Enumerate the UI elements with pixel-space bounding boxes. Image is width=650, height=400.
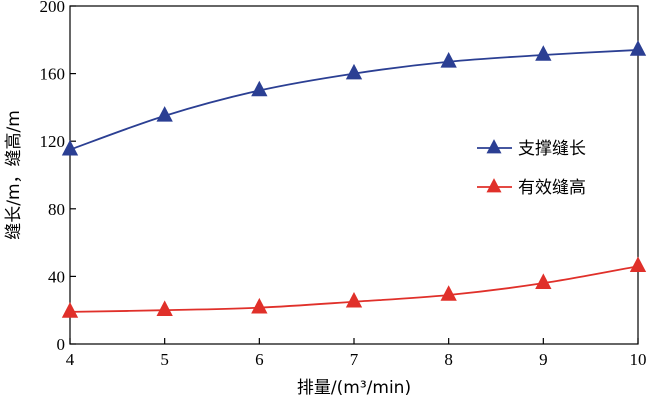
data-point-marker — [251, 297, 268, 314]
legend-label: 有效缝高 — [518, 178, 586, 198]
data-point-marker — [156, 106, 173, 122]
data-point-marker — [156, 300, 173, 317]
x-tick-label: 4 — [66, 350, 75, 369]
x-axis-title: 排量/(m³/min) — [297, 378, 411, 398]
x-tick-label: 10 — [630, 350, 647, 369]
data-point-marker — [629, 256, 647, 273]
data-point-marker — [345, 63, 363, 80]
y-tick-label: 160 — [40, 65, 66, 84]
y-tick-label: 40 — [48, 267, 65, 286]
data-point-marker — [440, 285, 457, 301]
legend-item: 支撑缝长 — [477, 139, 586, 159]
y-tick-label: 0 — [57, 335, 66, 354]
x-tick-label: 5 — [160, 350, 169, 369]
y-axis-title: 缝长/m，缝高/m — [4, 110, 24, 240]
data-point-marker — [535, 273, 552, 289]
legend-item: 有效缝高 — [477, 178, 586, 198]
y-tick-label: 80 — [48, 200, 65, 219]
x-tick-label: 6 — [255, 350, 264, 369]
series-layer — [61, 40, 647, 318]
x-tick-label: 8 — [444, 350, 453, 369]
data-point-marker — [629, 40, 647, 56]
data-point-marker — [61, 302, 79, 318]
series-2 — [61, 256, 647, 318]
data-point-marker — [345, 291, 363, 308]
legend-label: 支撑缝长 — [518, 139, 586, 159]
legend-marker — [486, 139, 502, 154]
x-tick-label: 9 — [539, 350, 548, 369]
y-tick-label: 200 — [40, 0, 66, 16]
y-tick-label: 120 — [40, 132, 66, 151]
data-point-marker — [440, 51, 457, 68]
axis-ticks: 4 5 6 7 8 9 10 0 40 80 120 160 200 — [40, 0, 647, 369]
data-point-marker — [251, 80, 268, 97]
data-point-marker — [535, 45, 552, 61]
legend-marker — [486, 178, 502, 193]
data-point-marker — [61, 139, 79, 156]
x-tick-label: 7 — [350, 350, 359, 369]
series-1 — [61, 40, 647, 156]
